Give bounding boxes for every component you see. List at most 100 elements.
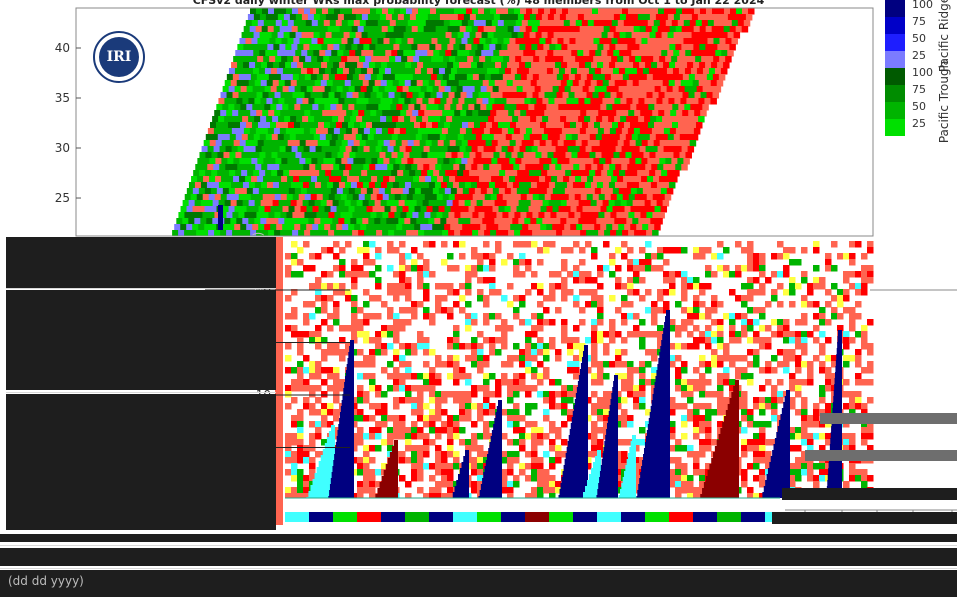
heatmap-cell [281,158,288,165]
heatmap-cell [352,8,359,15]
heatmap-cell [525,385,532,392]
heatmap-cell [561,62,568,69]
heatmap-cell [285,313,292,320]
heatmap-cell [701,56,708,63]
heatmap-cell [396,86,404,93]
heatmap-cell [545,38,552,45]
heatmap-cell [592,230,599,237]
heatmap-cell [561,397,568,404]
heatmap-cell [795,355,802,362]
heatmap-cell [411,451,418,458]
heatmap-cell [747,439,754,446]
heatmap-cell [711,331,718,338]
heatmap-cell [325,32,333,39]
heatmap-cell [351,361,358,368]
heatmap-cell [597,337,604,344]
heatmap-cell [504,224,511,231]
heatmap-cell [600,224,607,231]
heatmap-cell [277,170,284,177]
heatmap-cell [400,230,407,237]
heatmap-cell [242,182,250,189]
heatmap-cell [566,200,574,207]
heatmap-cell [789,301,796,308]
heatmap-cell [759,367,766,374]
heatmap-cell [867,241,874,248]
heatmap-cell [460,74,468,81]
heatmap-cell [447,313,454,320]
heatmap-cell [445,152,452,159]
heatmap-cell [366,122,373,129]
heatmap-cell [285,457,292,464]
heatmap-cell [408,86,416,93]
heatmap-cell [653,56,660,63]
heatmap-cell [291,241,298,248]
heatmap-cell [819,397,826,404]
heatmap-cell [526,194,534,201]
heatmap-cell [555,283,562,290]
heatmap-cell [530,218,537,225]
heatmap-cell [801,331,808,338]
heatmap-cell [532,194,540,201]
heatmap-cell [375,409,382,416]
heatmap-cell [671,140,679,147]
heatmap-cell [537,439,544,446]
heatmap-cell [657,44,664,51]
heatmap-cell [485,38,492,45]
heatmap-cell [465,373,472,380]
heatmap-cell [673,32,681,39]
heatmap-cell [598,92,606,99]
heatmap-cell [611,20,619,27]
heatmap-cell [855,349,862,356]
heatmap-cell [687,445,694,452]
heatmap-cell [440,98,447,105]
heatmap-cell [483,295,490,302]
heatmap-cell [462,224,469,231]
heatmap-cell [648,86,656,93]
heatmap-cell [489,146,497,153]
heatmap-cell [359,158,366,165]
heatmap-cell [316,8,323,15]
heatmap-cell [657,337,664,344]
heatmap-cell [289,14,297,21]
heatmap-cell [593,38,600,45]
heatmap-cell [380,116,387,123]
heatmap-cell [292,8,299,15]
heatmap-cell [248,182,256,189]
heatmap-cell [440,182,448,189]
heatmap-cell [393,247,400,254]
heatmap-cell [251,140,259,147]
heatmap-cell [257,140,265,147]
heatmap-cell [575,56,582,63]
heatmap-cell [435,373,442,380]
heatmap-cell [594,104,601,111]
heatmap-cell [831,361,838,368]
heatmap-cell [357,457,364,464]
heatmap-cell [456,86,464,93]
heatmap-cell [741,301,748,308]
heatmap-cell [282,104,289,111]
heatmap-cell [229,134,237,141]
heatmap-cell [777,325,784,332]
heatmap-cell [665,38,672,45]
heatmap-cell [363,319,370,326]
heatmap-cell [549,241,556,248]
heatmap-cell [446,98,453,105]
heatmap-cell [465,355,472,362]
heatmap-cell [321,247,328,254]
heatmap-cell [651,373,658,380]
heatmap-cell [603,409,610,416]
heatmap-cell [366,86,374,93]
heatmap-cell [453,427,460,434]
heatmap-cell [439,50,446,57]
heatmap-cell [343,14,351,21]
heatmap-cell [333,349,340,356]
heatmap-cell [405,439,412,446]
heatmap-cell [681,325,688,332]
heatmap-cell [343,50,350,57]
heatmap-cell [491,158,498,165]
heatmap-cell [237,128,245,135]
heatmap-cell [364,92,372,99]
heatmap-cell [559,50,566,57]
heatmap-cell [417,343,424,350]
heatmap-cell [295,14,303,21]
